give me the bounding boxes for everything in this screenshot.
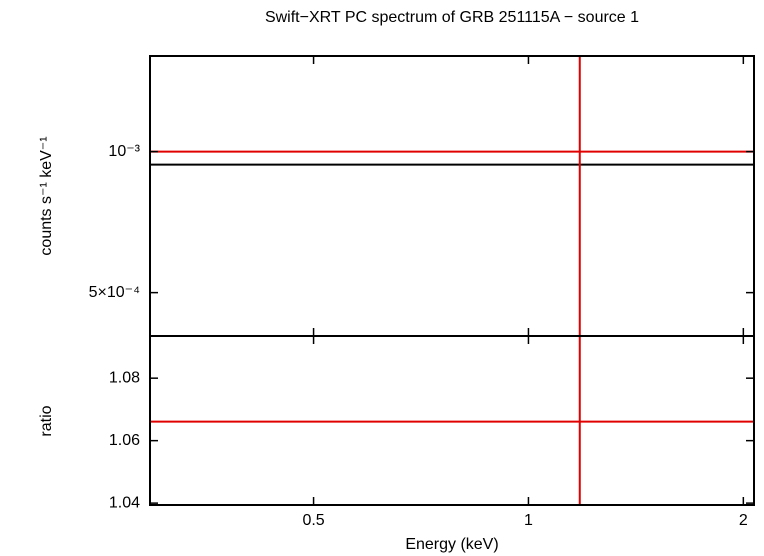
x-tick-label: 1 <box>524 512 533 529</box>
y-tick-label: 5×10⁻⁴ <box>89 284 140 301</box>
y-axis-label: ratio <box>38 405 55 436</box>
y-tick-label: 1.04 <box>109 494 140 511</box>
y-tick-label: 1.06 <box>109 432 140 449</box>
y-tick-label: 1.08 <box>109 369 140 386</box>
y-tick-label: 10⁻³ <box>108 143 140 160</box>
y-axis-label: counts s⁻¹ keV⁻¹ <box>38 136 55 255</box>
x-tick-label: 2 <box>739 512 748 529</box>
plot-frame <box>149 55 755 337</box>
chart-title: Swift−XRT PC spectrum of GRB 251115A − s… <box>265 9 639 26</box>
plot-frame <box>149 335 755 506</box>
x-tick-label: 0.5 <box>302 512 324 529</box>
x-axis-label: Energy (keV) <box>405 536 498 553</box>
